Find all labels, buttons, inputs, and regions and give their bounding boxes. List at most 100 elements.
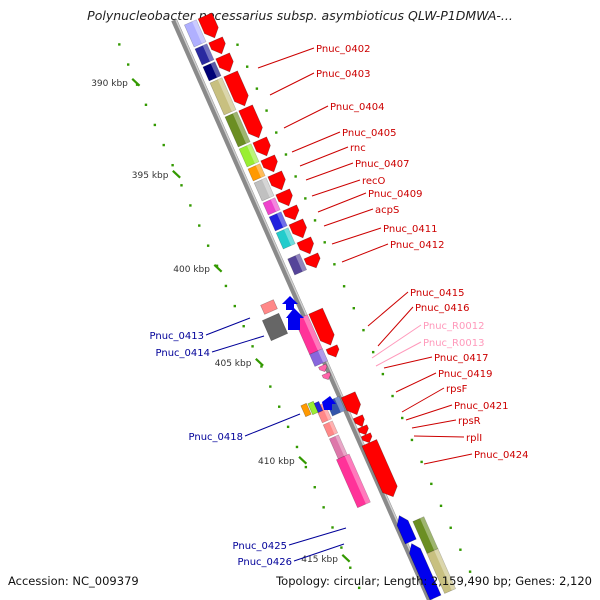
scale-tick-label: 415 kbp bbox=[301, 555, 338, 565]
gene-label: rplI bbox=[466, 433, 482, 444]
forward-arrow-3 bbox=[215, 52, 234, 73]
gene-pnuc-0405-cog bbox=[224, 111, 251, 148]
gene-rpsr-arrow-body bbox=[360, 432, 373, 444]
scale-tick-major bbox=[213, 264, 223, 273]
gene-pnuc-0404-cog-shine bbox=[217, 77, 237, 112]
inner-scale-row-dot bbox=[468, 570, 472, 573]
gene-label-leader bbox=[383, 356, 433, 369]
gene-pnuc-0416-cog-shine bbox=[317, 348, 328, 363]
inner-scale-row-dot bbox=[323, 241, 326, 244]
inner-scale-row-dot bbox=[236, 43, 239, 46]
gene-pnuc-0404-cog bbox=[209, 77, 237, 116]
gene-label-leader bbox=[367, 291, 409, 327]
gene-pnuc-0402-cog bbox=[194, 43, 215, 66]
gene-pnuc-0426-arrow bbox=[409, 543, 442, 600]
outer-scale-row-dot bbox=[153, 123, 157, 127]
outer-scale-row-dot bbox=[215, 264, 219, 268]
scale-ticks: 390 kbp 395 kbp 400 kbp 405 kbp 410 kbp 415 k… bbox=[91, 78, 351, 565]
gene-pnuc-0421-cog-body bbox=[322, 420, 339, 438]
inner-scale-row-dot bbox=[410, 438, 414, 442]
genome-summary-text: Topology: circular; Length: 2,159,490 bp… bbox=[276, 574, 592, 588]
forward-arrow-8-body bbox=[267, 170, 286, 191]
gene-label: Pnuc_0425 bbox=[233, 541, 287, 552]
gene-pnuc-0413-cog bbox=[260, 299, 278, 315]
gene-acps-cog-shine bbox=[276, 211, 288, 228]
gene-label-leader bbox=[283, 105, 329, 129]
gene-label-leader bbox=[293, 543, 345, 562]
gene-pnuc-0421-cog bbox=[322, 420, 339, 438]
inner-scale-row-dot bbox=[362, 328, 365, 332]
outer-scale-row-dot bbox=[126, 63, 130, 66]
gene-label: Pnuc_0419 bbox=[438, 369, 492, 380]
gene-pnuc-0424-arrow bbox=[361, 439, 398, 498]
forward-arrow-12-body bbox=[296, 236, 314, 255]
outer-scale-row-dot bbox=[304, 465, 308, 469]
gene-label: Pnuc_0411 bbox=[383, 224, 437, 235]
forward-arrow-6-body bbox=[252, 136, 271, 157]
inner-scale-row-dot bbox=[255, 87, 259, 90]
gene-pnuc-0411-cog-body bbox=[275, 227, 296, 250]
gene-pnuc-0409-cog-shine bbox=[270, 197, 281, 212]
gene-label-leader bbox=[405, 404, 453, 421]
gene-label-leader bbox=[377, 306, 414, 347]
scale-tick-label: 410 kbp bbox=[258, 457, 295, 467]
scale-tick-major bbox=[298, 456, 308, 465]
gene-label: Pnuc_0416 bbox=[415, 303, 469, 314]
gene-label: Pnuc_0405 bbox=[342, 128, 396, 139]
genome-backbone-highlight bbox=[175, 19, 433, 600]
gene-pnuc-0419-arrow bbox=[340, 391, 361, 416]
inner-scale-row-dot bbox=[459, 548, 462, 551]
forward-arrow-3-body bbox=[215, 52, 234, 73]
forward-arrow-7 bbox=[260, 154, 278, 173]
gene-pnuc-0419-arrow-body bbox=[340, 391, 361, 416]
outer-scale-row-dot bbox=[260, 365, 263, 368]
gene-label-leader bbox=[305, 162, 354, 181]
gene-rpsr-cog bbox=[328, 434, 348, 460]
gene-pnuc-0424-cog-body bbox=[335, 453, 371, 509]
gene-label: Pnuc_0415 bbox=[410, 288, 464, 299]
gene-label-leader bbox=[375, 341, 422, 367]
gene-label: Pnuc_R0012 bbox=[423, 321, 484, 332]
gene-pnuc-0418-cog-a bbox=[300, 402, 312, 418]
gene-label: rpsR bbox=[458, 416, 481, 427]
gene-label: Pnuc_0426 bbox=[238, 557, 292, 568]
forward-arrow-1 bbox=[197, 12, 219, 39]
gene-reco-cog bbox=[253, 177, 275, 202]
gene-label-leader bbox=[395, 372, 437, 393]
gene-reco-cog-body bbox=[253, 177, 275, 202]
gene-pnuc-0409-cog bbox=[262, 197, 281, 216]
gene-label-leader bbox=[269, 72, 315, 96]
gene-label: Pnuc_0414 bbox=[156, 348, 210, 359]
gene-pnuc-r0013-body bbox=[321, 371, 331, 380]
outer-scale-row-dot bbox=[180, 184, 183, 187]
gene-pnuc-0401-cog-shine bbox=[192, 19, 206, 44]
inner-scale-row-dot bbox=[381, 372, 385, 376]
gene-pnuc-0412-cog-body bbox=[287, 253, 308, 276]
gene-pnuc-0415-arrow bbox=[308, 307, 335, 346]
gene-pnuc-0401-cog-body bbox=[183, 19, 207, 48]
scale-tick-label: 390 kbp bbox=[91, 79, 128, 89]
gene-label-leader bbox=[205, 317, 251, 336]
map-title: Polynucleobacter necessarius subsp. asym… bbox=[87, 8, 513, 23]
scale-tick-major bbox=[341, 554, 351, 563]
outer-scale-row-dot bbox=[242, 325, 245, 328]
inner-scale-row bbox=[236, 43, 472, 573]
outer-scale-row-dot bbox=[286, 425, 290, 429]
gene-pnuc-0421-arrow bbox=[357, 424, 369, 436]
gene-label: Pnuc_0424 bbox=[474, 450, 528, 461]
gene-pnuc-0425-arrow bbox=[396, 515, 417, 545]
forward-arrow-2-body bbox=[208, 36, 226, 55]
gene-label-leader bbox=[257, 47, 315, 69]
gene-pnuc-0424-arrow-body bbox=[361, 439, 398, 498]
gene-label: Pnuc_0402 bbox=[316, 44, 370, 55]
outer-scale-row-dot bbox=[322, 506, 325, 509]
gene-pnuc-0412-cog bbox=[287, 253, 308, 276]
gene-label-leader bbox=[288, 527, 347, 546]
outer-scale-row-dot bbox=[269, 385, 272, 388]
gene-pnuc-0401-cog bbox=[183, 19, 207, 48]
gene-pnuc-0409-cog-body bbox=[262, 197, 281, 216]
forward-arrow-4-body bbox=[223, 70, 249, 107]
gene-rpsf-arrow-body bbox=[352, 414, 365, 428]
